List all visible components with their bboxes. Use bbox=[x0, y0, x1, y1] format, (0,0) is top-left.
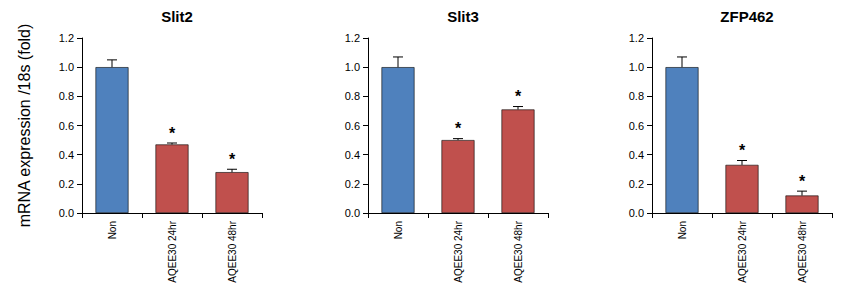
svg-text:AQEE30 24hr: AQEE30 24hr bbox=[453, 220, 464, 282]
svg-text:1.2: 1.2 bbox=[629, 32, 644, 44]
svg-text:0.0: 0.0 bbox=[629, 207, 644, 219]
svg-text:*: * bbox=[739, 142, 746, 159]
svg-text:0.8: 0.8 bbox=[59, 90, 74, 102]
svg-text:*: * bbox=[515, 88, 522, 105]
svg-text:0.2: 0.2 bbox=[629, 178, 644, 190]
svg-text:0.8: 0.8 bbox=[629, 90, 644, 102]
svg-text:1.0: 1.0 bbox=[345, 61, 360, 73]
svg-text:AQEE30 48hr: AQEE30 48hr bbox=[797, 220, 808, 282]
svg-text:Non: Non bbox=[107, 221, 118, 239]
svg-text:0.0: 0.0 bbox=[345, 207, 360, 219]
svg-text:0.8: 0.8 bbox=[345, 90, 360, 102]
svg-text:1.2: 1.2 bbox=[345, 32, 360, 44]
svg-text:mRNA expression /18s (fold): mRNA expression /18s (fold) bbox=[16, 24, 33, 228]
svg-text:Slit3: Slit3 bbox=[447, 8, 479, 25]
svg-text:AQEE30 48hr: AQEE30 48hr bbox=[513, 220, 524, 282]
svg-text:Non: Non bbox=[393, 221, 404, 239]
svg-text:1.0: 1.0 bbox=[629, 61, 644, 73]
svg-text:0.4: 0.4 bbox=[345, 149, 360, 161]
svg-text:0.6: 0.6 bbox=[629, 120, 644, 132]
svg-text:1.0: 1.0 bbox=[59, 61, 74, 73]
svg-text:0.4: 0.4 bbox=[629, 149, 644, 161]
svg-text:Non: Non bbox=[677, 221, 688, 239]
svg-text:0.4: 0.4 bbox=[59, 149, 74, 161]
svg-text:AQEE30 48hr: AQEE30 48hr bbox=[227, 220, 238, 282]
svg-text:1.2: 1.2 bbox=[59, 32, 74, 44]
svg-text:*: * bbox=[799, 173, 806, 190]
svg-text:Slit2: Slit2 bbox=[161, 8, 193, 25]
svg-text:AQEE30 24hr: AQEE30 24hr bbox=[167, 220, 178, 282]
svg-text:0.2: 0.2 bbox=[345, 178, 360, 190]
svg-text:0.6: 0.6 bbox=[345, 120, 360, 132]
svg-text:*: * bbox=[229, 151, 236, 168]
svg-text:0.2: 0.2 bbox=[59, 178, 74, 190]
svg-text:0.0: 0.0 bbox=[59, 207, 74, 219]
svg-text:*: * bbox=[455, 120, 462, 137]
svg-text:ZFP462: ZFP462 bbox=[720, 8, 773, 25]
svg-text:*: * bbox=[169, 125, 176, 142]
svg-text:AQEE30 24hr: AQEE30 24hr bbox=[737, 220, 748, 282]
svg-text:0.6: 0.6 bbox=[59, 120, 74, 132]
